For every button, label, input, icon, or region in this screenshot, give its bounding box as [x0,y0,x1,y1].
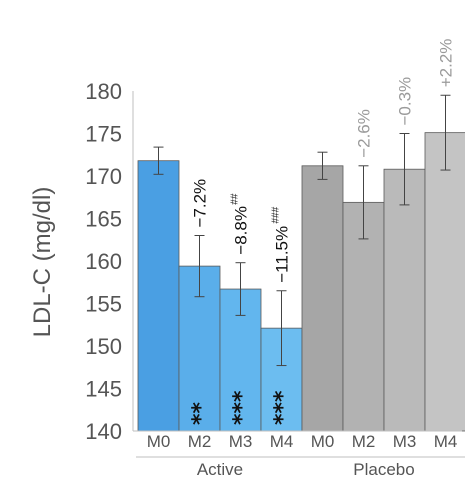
y-tick-label: 145 [85,377,122,402]
error-bar [194,235,205,298]
change-label: −7.2% [191,179,210,228]
y-tick-label: 165 [85,207,122,232]
error-bar [399,133,410,206]
y-tick-label: 155 [85,292,122,317]
error-bar [358,165,369,240]
y-tick-label: 180 [85,79,122,104]
change-label: −0.3% [396,77,415,126]
y-tick-label: 170 [85,164,122,189]
bar-placebo-m3 [383,168,426,432]
y-tick-label: 150 [85,334,122,359]
bar-placebo-m0 [301,165,344,432]
x-tick-label: M4 [270,432,294,451]
error-bar [317,151,328,180]
x-tick-label: M4 [434,432,458,451]
error-bar [276,290,287,367]
y-axis-label: LDL-C (mg/dl) [29,187,56,338]
bar-placebo-m4 [424,132,465,432]
change-label: −8.8% [232,206,251,255]
y-tick-label: 160 [85,249,122,274]
y-axis: 140 145 150 155 160 165 170 175 180 [85,79,134,444]
hash-label: ### [271,206,282,223]
x-tick-label: M3 [393,432,417,451]
change-label: +2.2% [437,39,456,88]
significance-stars: ** [189,401,214,425]
x-tick-label: M0 [311,432,335,451]
error-bar [153,146,164,175]
x-tick-label: M2 [352,432,376,451]
significance-stars: *** [230,390,255,425]
x-tick-label: M2 [188,432,212,451]
x-axis: M0 M2 M3 M4 Active M0 M2 M3 M4 Placebo [133,430,465,479]
y-tick-label: 175 [85,122,122,147]
group-label-placebo: Placebo [353,460,414,479]
group-label-active: Active [197,460,243,479]
change-label: −2.6% [355,109,374,158]
x-tick-label: M0 [147,432,171,451]
x-tick-label: M3 [229,432,253,451]
change-label: −11.5% [273,226,292,283]
y-tick-label: 140 [85,419,122,444]
hash-label: ## [230,193,241,205]
error-bar [235,262,246,316]
bars: −7.2% ** −8.8%## *** −11.5% ### *** −2.6% −0.3% +… [137,39,465,432]
bar-placebo-m2 [342,201,385,432]
error-bar [440,94,451,171]
bar-active-m0 [137,160,180,432]
significance-stars: *** [271,390,296,425]
